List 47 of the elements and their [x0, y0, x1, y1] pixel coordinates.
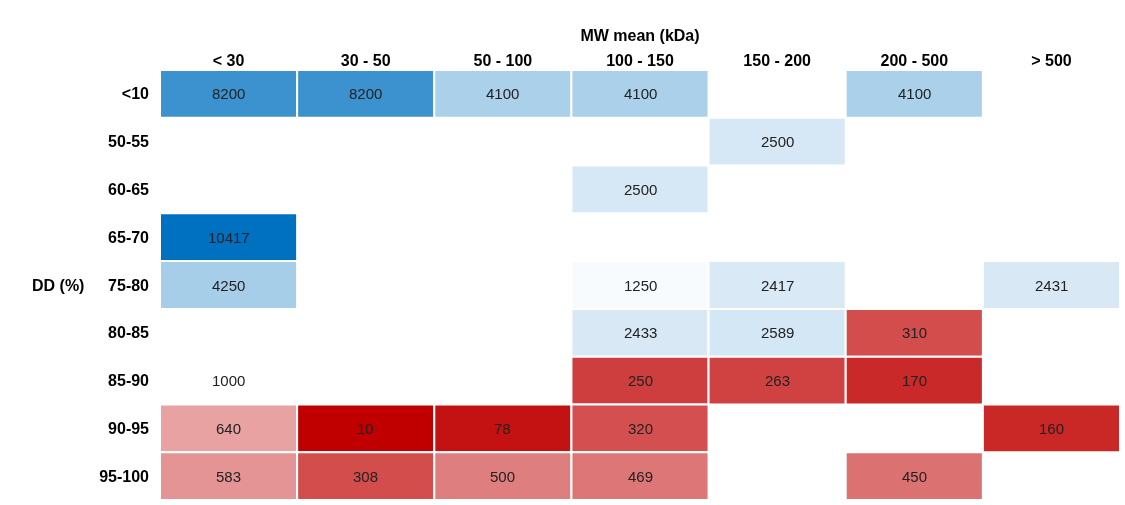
data-label: 8200	[349, 85, 383, 102]
data-label: 250	[628, 372, 654, 389]
data-label: 4100	[624, 85, 658, 102]
y-tick-label: 90-95	[108, 419, 150, 437]
y-tick-label: 95-100	[99, 467, 150, 485]
data-label: 2431	[1035, 277, 1069, 294]
y-tick-label: 50-55	[108, 133, 150, 151]
data-label: 469	[628, 468, 654, 485]
x-axis-title: MW mean (kDa)	[580, 26, 700, 44]
data-label: 2500	[761, 133, 795, 150]
y-tick-label: 65-70	[108, 228, 150, 246]
x-tick-label: 50 - 100	[473, 51, 533, 69]
data-label: 2589	[761, 324, 795, 341]
data-label: 500	[490, 468, 516, 485]
data-label: 310	[902, 324, 928, 341]
x-tick-label: < 30	[212, 51, 245, 69]
data-label: 170	[902, 372, 928, 389]
x-tick-label: 150 - 200	[743, 51, 812, 69]
data-label: 10417	[208, 229, 250, 246]
y-axis-title: DD (%)	[32, 277, 85, 294]
data-label: 320	[628, 420, 654, 437]
data-label: 78	[494, 420, 511, 437]
data-label: 263	[765, 372, 791, 389]
data-label: 2500	[624, 181, 658, 198]
data-label: 4100	[898, 85, 932, 102]
data-label: 583	[216, 468, 242, 485]
data-label: 450	[902, 468, 928, 485]
y-tick-label: 60-65	[108, 181, 150, 199]
y-tick-label: <10	[121, 85, 150, 103]
data-label: 4250	[212, 277, 246, 294]
data-label: 4100	[486, 85, 520, 102]
data-label: 8200	[212, 85, 246, 102]
data-label: 160	[1039, 420, 1065, 437]
x-tick-label: 100 - 150	[606, 51, 674, 69]
x-tick-label: 30 - 50	[340, 51, 391, 69]
data-label: 1000	[212, 372, 246, 389]
x-tick-label: > 500	[1031, 51, 1072, 69]
data-label: 308	[353, 468, 379, 485]
data-label: 640	[216, 420, 242, 437]
data-label: 2433	[624, 324, 658, 341]
y-tick-label: 85-90	[108, 372, 150, 390]
data-label: 1250	[624, 277, 658, 294]
data-label: 10	[357, 420, 374, 437]
y-tick-label: 80-85	[108, 324, 150, 342]
x-tick-label: 200 - 500	[880, 51, 949, 69]
y-tick-label: 75-80	[108, 276, 150, 294]
data-label: 2417	[761, 277, 795, 294]
